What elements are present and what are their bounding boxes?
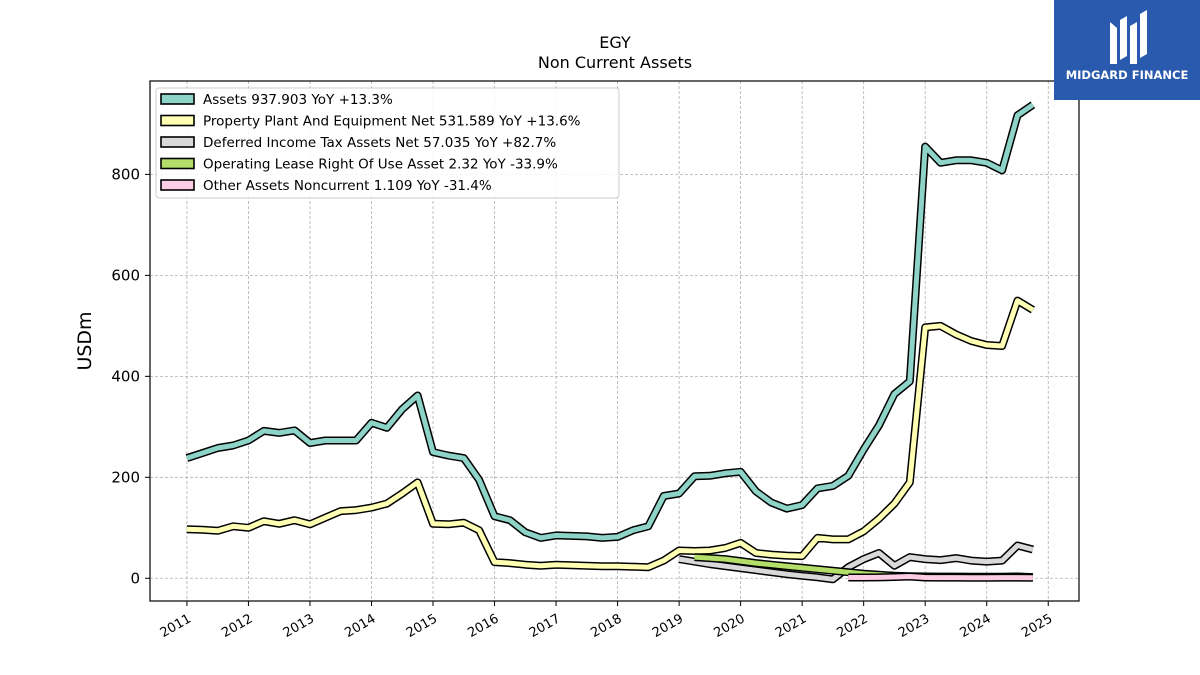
legend-swatch <box>160 157 195 170</box>
y-tick-label: 800 <box>111 165 140 183</box>
series-property-plant-and-equipment-net <box>186 296 1035 572</box>
series-line <box>848 574 1033 581</box>
series-line <box>678 543 1034 582</box>
x-tick-label: 2012 <box>219 611 255 641</box>
y-tick-label: 0 <box>130 569 140 587</box>
series-deferred-income-tax-assets-net <box>678 541 1034 584</box>
y-axis: 0 200 400 600 800 <box>111 165 150 587</box>
y-axis-label: USDm <box>74 311 96 370</box>
chart-subtitle: Non Current Assets <box>538 53 692 72</box>
x-tick-label: 2023 <box>896 611 932 641</box>
midgard-finance-logo: MIDGARD FINANCE <box>1054 0 1200 100</box>
legend-entry: Deferred Income Tax Assets Net 57.035 Yo… <box>203 135 556 151</box>
x-tick-label: 2021 <box>773 611 809 641</box>
x-tick-label: 2020 <box>711 611 747 641</box>
series-line <box>186 298 1035 570</box>
y-tick-label: 400 <box>111 367 140 385</box>
series-line <box>186 102 1035 541</box>
logo-text: MIDGARD FINANCE <box>1065 68 1189 82</box>
x-tick-label: 2014 <box>342 611 378 641</box>
x-axis: 2011 2012 2013 2014 2015 2016 2017 2018 2019 2020… <box>158 601 1055 641</box>
y-tick-label: 600 <box>111 266 140 284</box>
legend-entry: Property Plant And Equipment Net 531.589… <box>203 114 581 130</box>
x-tick-label: 2024 <box>958 611 994 641</box>
chart-title: EGY <box>599 33 631 52</box>
y-tick-label: 200 <box>111 468 140 486</box>
legend-entry: Assets 937.903 YoY +13.3% <box>203 92 393 108</box>
x-tick-label: 2017 <box>527 611 563 641</box>
legend-box <box>155 87 620 199</box>
logo-mark-icon <box>1110 10 1147 64</box>
x-tick-label: 2015 <box>404 611 440 641</box>
legend-entry: Operating Lease Right Of Use Asset 2.32 … <box>203 157 558 173</box>
series-other-assets-noncurrent <box>848 572 1033 582</box>
legend-swatch <box>160 114 195 127</box>
legend-swatch <box>160 93 195 105</box>
x-tick-label: 2025 <box>1019 611 1055 641</box>
x-tick-label: 2019 <box>650 611 686 641</box>
legend-swatch <box>160 136 195 148</box>
legend-swatch <box>160 179 195 191</box>
series-layer <box>185 101 1036 584</box>
x-tick-label: 2018 <box>588 611 624 641</box>
legend: Assets 937.903 YoY +13.3% Property Plant … <box>155 87 620 199</box>
plot-frame <box>149 80 1080 602</box>
legend-entry: Other Assets Noncurrent 1.109 YoY -31.4% <box>203 178 492 194</box>
series-assets <box>185 101 1036 542</box>
x-tick-label: 2022 <box>835 611 871 641</box>
x-tick-label: 2011 <box>158 611 194 641</box>
x-tick-label: 2016 <box>465 611 501 641</box>
x-tick-label: 2013 <box>281 611 317 641</box>
series-outline <box>186 296 1035 572</box>
